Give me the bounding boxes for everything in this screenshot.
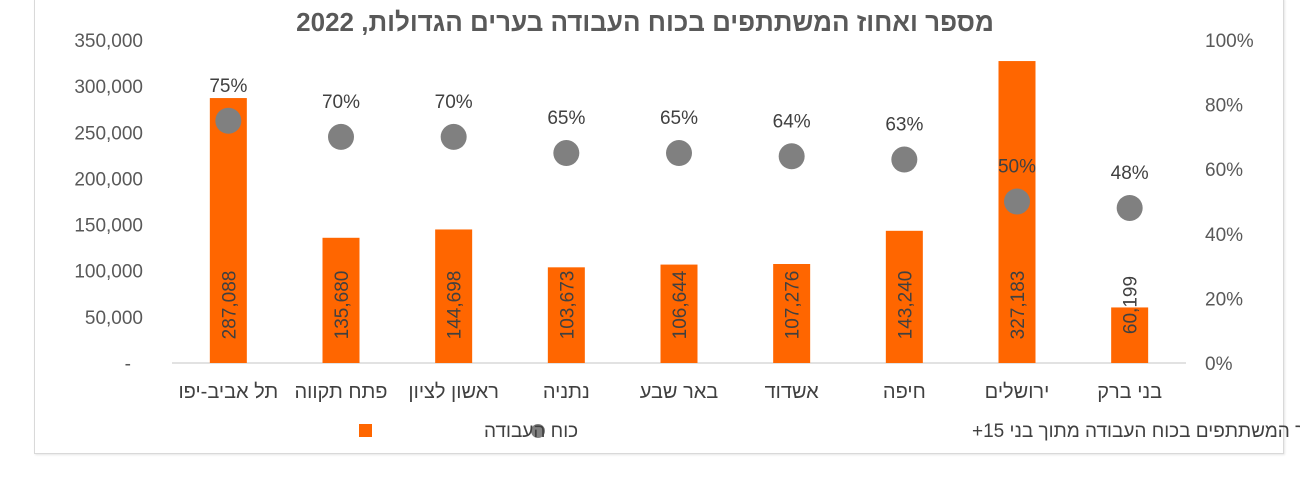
bar-value-label: 327,183 (1008, 271, 1029, 340)
left-tick-label: 150,000 (74, 216, 143, 237)
right-tick-label: 60% (1205, 160, 1243, 181)
category-label: תל אביב-יפו (178, 381, 278, 403)
rate-label: 70% (435, 92, 473, 113)
chart-title: מספר ואחוז המשתתפים בכוח העבודה בערים הג… (296, 7, 994, 37)
left-tick-label: 200,000 (74, 169, 143, 190)
rate-label: 70% (322, 92, 360, 113)
rate-dot (553, 140, 580, 167)
rate-label: 50% (998, 157, 1036, 178)
bar-value-label: 144,698 (445, 271, 466, 340)
bar-value-label: 106,644 (670, 270, 691, 339)
category-label: חיפה (883, 381, 926, 403)
rate-dot (891, 146, 918, 173)
category-label: בני ברק (1097, 381, 1162, 403)
rate-dot (328, 123, 354, 150)
category-labels: תל אביב-יפו פתח תקווה ראשון לציון נתניה באר … (178, 381, 1162, 403)
rate-dot (215, 107, 242, 134)
left-tick-label: 100,000 (74, 262, 143, 283)
right-axis: 0% 20% 40% 60% 80% 100% (1205, 31, 1254, 375)
category-label: ירושלים (985, 381, 1050, 403)
legend-square-icon (359, 424, 372, 437)
category-label: פתח תקווה (294, 381, 387, 403)
right-tick-label: 40% (1205, 225, 1243, 246)
legend: שיעור המשתתפים בכוח העבודה מתוך בני 15+ … (359, 421, 1300, 442)
category-label: ראשון לציון (408, 381, 498, 403)
bar (1111, 307, 1149, 363)
bar-value-label: 143,240 (895, 271, 916, 340)
rate-dot (1004, 188, 1030, 215)
left-tick-label: 300,000 (74, 77, 143, 98)
bar (660, 264, 698, 363)
left-tick-label: 350,000 (74, 31, 143, 52)
legend-dot-icon (531, 424, 545, 438)
legend-labor-force-label: כוח העבודה (484, 421, 578, 442)
rate-dot (666, 140, 692, 167)
rate-dot (1116, 194, 1143, 221)
rate-dot (778, 143, 805, 170)
left-tick-label: 50,000 (85, 308, 143, 329)
bar (885, 230, 923, 363)
bar-value-label: 60,199 (1121, 276, 1142, 334)
bar (435, 229, 473, 363)
rate-label: 64% (773, 111, 811, 132)
left-tick-label: 250,000 (74, 123, 143, 144)
bar-value-label: 287,088 (219, 271, 240, 340)
right-tick-label: 80% (1205, 96, 1243, 117)
bar-value-label: 103,673 (557, 271, 578, 340)
bar (209, 98, 247, 364)
bar (773, 263, 811, 363)
rate-label: 48% (1111, 163, 1149, 184)
rate-label: 65% (660, 108, 698, 129)
bar-series: 287,088 135,680 144,698 103,673 106,644 107,2… (209, 61, 1149, 364)
left-tick-label: - (125, 354, 131, 375)
right-tick-label: 20% (1205, 289, 1243, 310)
category-label: נתניה (543, 381, 590, 403)
category-label: באר שבע (640, 381, 719, 403)
bar-value-label: 107,276 (783, 271, 804, 340)
bar-value-label: 135,680 (332, 271, 353, 340)
dot-series: 75% 70% 70% 65% 65% 64% 63% 50% 48% (209, 76, 1149, 221)
right-tick-label: 100% (1205, 31, 1254, 52)
rate-label: 65% (547, 108, 585, 129)
bar (322, 237, 360, 363)
rate-label: 75% (209, 76, 247, 97)
left-axis: - 50,000 100,000 150,000 200,000 250,000 300,0… (74, 31, 143, 375)
right-tick-label: 0% (1205, 354, 1233, 375)
rate-label: 63% (885, 115, 923, 136)
category-label: אשדוד (765, 381, 820, 403)
bar (547, 267, 585, 363)
legend-rate-label: שיעור המשתתפים בכוח העבודה מתוך בני 15+ (972, 421, 1300, 442)
rate-dot (440, 123, 467, 150)
